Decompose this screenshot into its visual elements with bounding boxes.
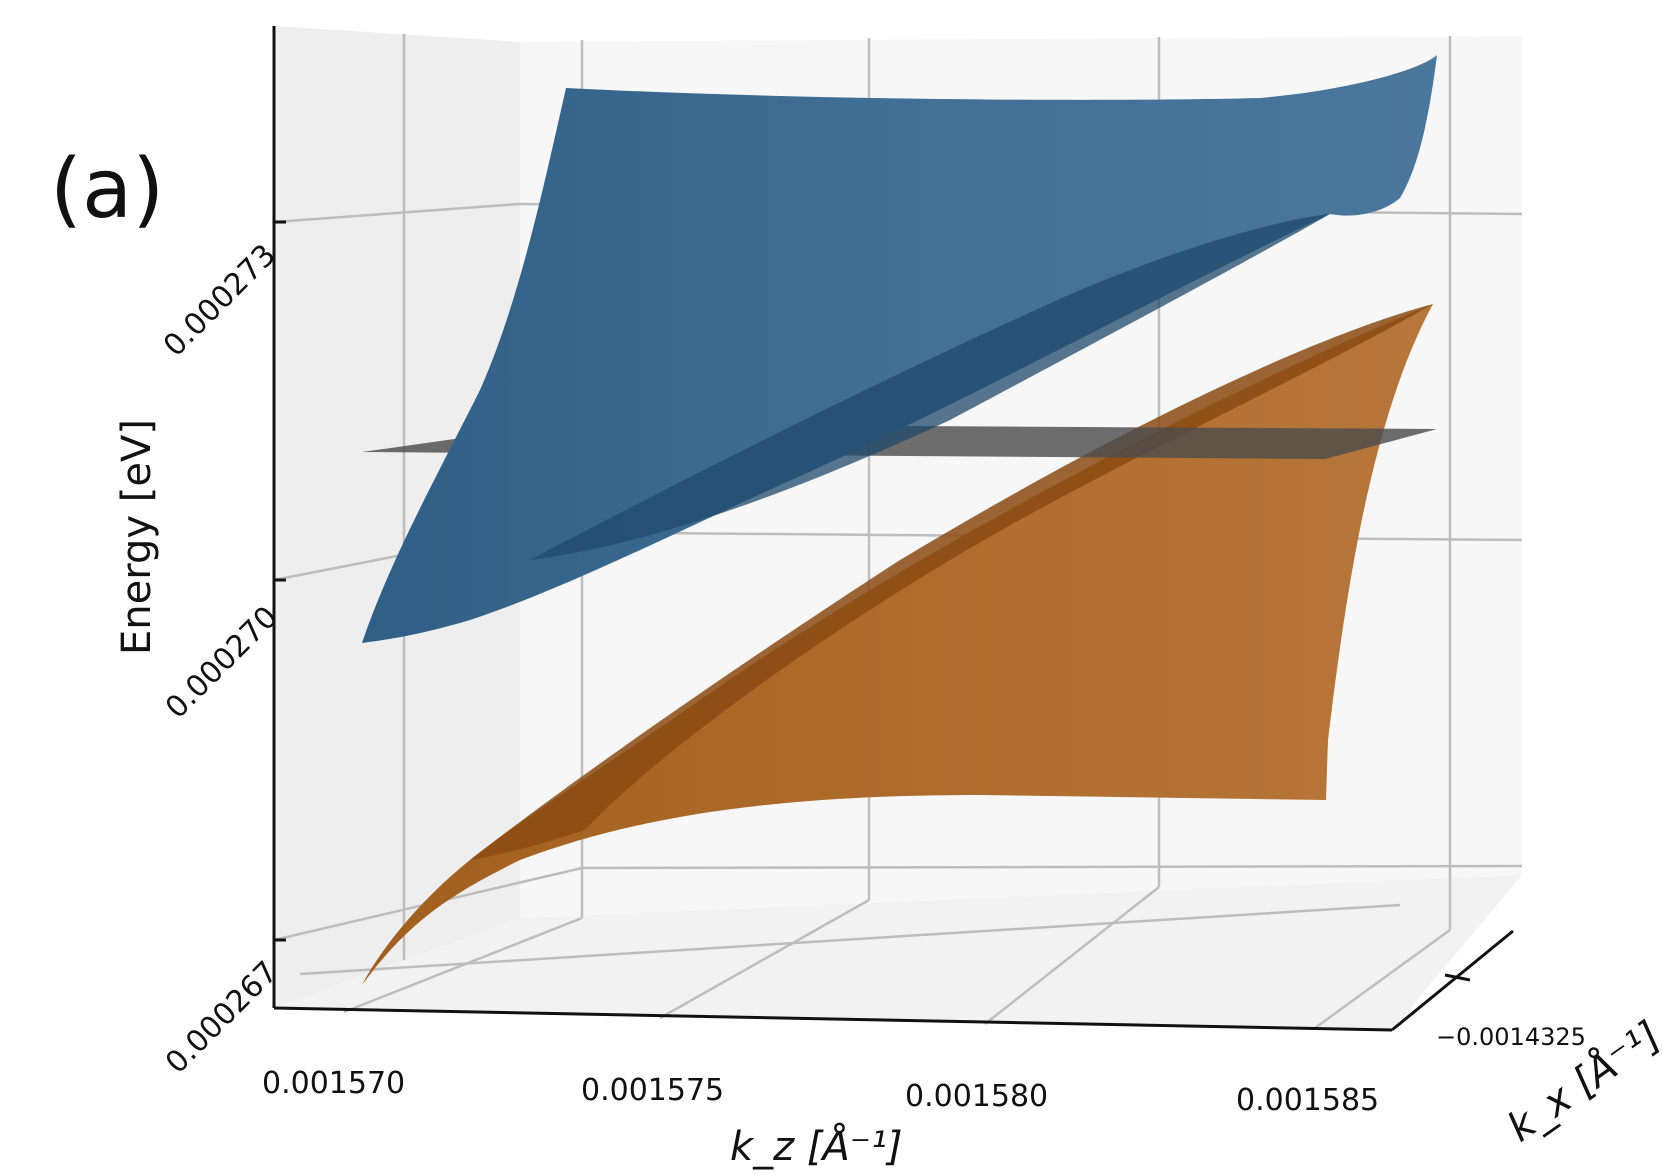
floor-pane [274, 875, 1522, 1030]
y-axis-title: Energy [eV] [114, 419, 160, 655]
y-tick-label: 0.000270 [159, 600, 285, 726]
x-tick-label: 0.001585 [1236, 1083, 1379, 1118]
grid-line [273, 202, 521, 224]
kx-axis-line [1391, 929, 1514, 1032]
grid-line [581, 864, 1523, 870]
y-tick-label: 0.000273 [157, 238, 283, 364]
upper-band-surface [362, 55, 1437, 643]
grid-line [984, 886, 1160, 1025]
left-pane [274, 26, 520, 1008]
z-tick-label: −0.0014325 [1436, 1023, 1586, 1051]
upper-band-fold [530, 214, 1330, 560]
lower-band-front [362, 304, 1433, 985]
kz-axis-line [273, 1006, 1393, 1032]
x-tick-label: 0.001570 [262, 1066, 405, 1101]
lower-band-surface [362, 304, 1433, 985]
lower-band-fold [470, 304, 1433, 860]
axes-lines [272, 26, 1514, 1032]
panel-label: (a) [50, 142, 164, 237]
kx-tick-mark [1444, 973, 1471, 982]
x-axis-title: k_z [Å⁻¹] [730, 1122, 903, 1170]
upper-band-front [362, 55, 1437, 643]
y-tick-label: 0.000267 [159, 955, 285, 1081]
grid-line [299, 903, 1401, 976]
grid-line [1314, 928, 1451, 1030]
grid-line [659, 898, 870, 1020]
x-tick-label: 0.001580 [905, 1079, 1048, 1114]
x-tick-label: 0.001575 [581, 1073, 724, 1108]
